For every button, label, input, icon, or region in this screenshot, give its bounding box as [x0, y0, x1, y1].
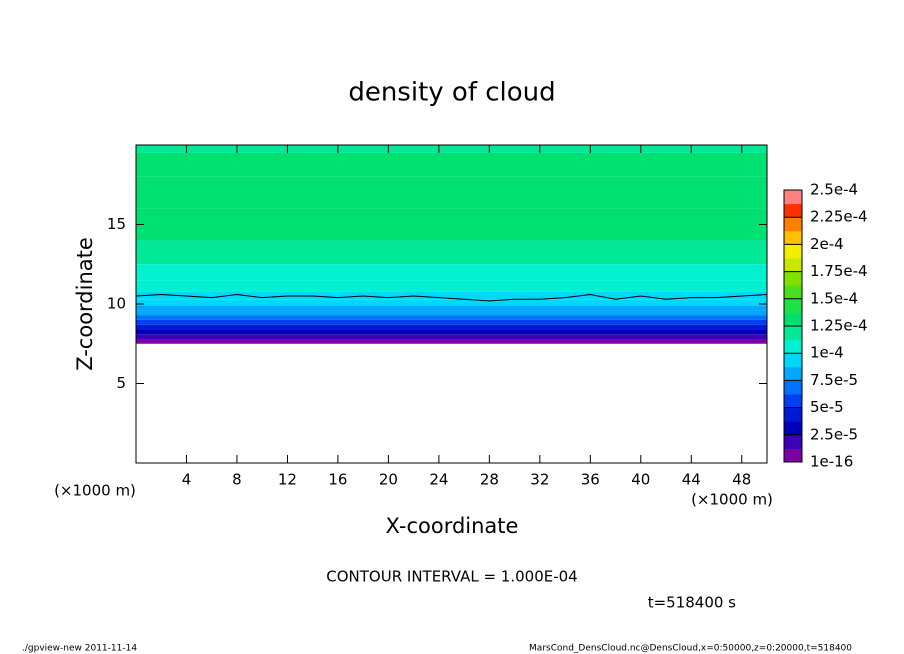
x-tick-label: 16 — [328, 471, 347, 489]
overlay: 4 8 12 16 20 24 28 32 36 40 44 48510151e-162.5e-55e… — [107, 144, 868, 489]
colorbar-label: 1e-4 — [810, 344, 844, 362]
colorbar-label: 1.5e-4 — [810, 289, 858, 307]
field-band — [136, 264, 767, 281]
field-band — [136, 334, 767, 339]
footer-right: MarsCond_DensCloud.nc@DensCloud,x=0:5000… — [529, 644, 852, 654]
colorbar-label: 5e-5 — [810, 398, 844, 416]
colorbar-cell — [783, 203, 803, 218]
annotation: CONTOUR INTERVAL = 1.000E-04 — [326, 568, 577, 586]
x-tick-label: 20 — [379, 471, 398, 489]
y-units: (×1000 m) — [54, 482, 136, 500]
colorbar-cell — [783, 257, 803, 273]
x-tick-label: 12 — [278, 471, 297, 489]
field-band — [136, 176, 767, 209]
x-tick-label: 48 — [732, 471, 751, 489]
x-tick-label: 4 — [182, 471, 192, 489]
field-band — [136, 152, 767, 177]
colorbar-cell — [783, 216, 803, 232]
colorbar-cell — [783, 271, 803, 286]
field-band — [136, 319, 767, 325]
colorbar-cell — [783, 352, 803, 368]
colorbar-label: 2e-4 — [810, 235, 844, 253]
contour-line — [135, 293, 768, 302]
x-tick-label: 24 — [429, 471, 448, 489]
x-tick-label: 36 — [581, 471, 600, 489]
colorbar-cell — [783, 447, 803, 463]
footer-left: ./gpview-new 2011-11-14 — [22, 644, 137, 654]
colorbar-cell — [783, 339, 803, 354]
field-band — [136, 280, 767, 292]
colorbar-cell — [783, 379, 803, 395]
x-tick-label: 28 — [480, 471, 499, 489]
field-band — [136, 291, 767, 300]
field-band — [136, 315, 767, 320]
colorbar-cell — [783, 189, 803, 205]
colorbar-label: 1.75e-4 — [810, 262, 868, 280]
y-tick-label: 5 — [116, 374, 126, 392]
colorbar-cell — [783, 407, 803, 422]
field-band — [136, 310, 767, 316]
colorbar-cell — [783, 311, 803, 327]
x-tick-label: 44 — [682, 471, 701, 489]
colorbar-cell — [783, 366, 803, 381]
field — [136, 145, 767, 344]
colorbar-label: 1.25e-4 — [810, 317, 868, 335]
colorbar-cell — [783, 284, 803, 300]
x-units: (×1000 m) — [691, 491, 773, 509]
time-label: t=518400 s — [648, 594, 736, 612]
field-band — [136, 305, 767, 311]
field-band — [136, 324, 767, 330]
y-tick-label: 15 — [107, 215, 126, 233]
colorbar-label: 2.5e-4 — [810, 181, 858, 199]
chart-title: density of cloud — [348, 78, 555, 108]
colorbar-cell — [783, 298, 803, 313]
field-band — [136, 208, 767, 241]
colorbar-cell — [783, 230, 803, 245]
colorbar-cell — [783, 420, 803, 436]
x-tick-label: 40 — [631, 471, 650, 489]
field-band — [136, 299, 767, 306]
field-band — [136, 240, 767, 265]
y-axis-label: Z-coordinate — [73, 237, 97, 371]
colorbar-cell — [783, 393, 803, 409]
colorbar-label: 2.25e-4 — [810, 208, 868, 226]
field-band — [136, 329, 767, 335]
colorbar-cell — [783, 434, 803, 449]
field-band — [136, 338, 767, 344]
colorbar-cell — [783, 325, 803, 341]
y-tick-label: 10 — [107, 295, 126, 313]
x-tick-label: 8 — [232, 471, 242, 489]
colorbar-label: 1e-16 — [810, 453, 853, 471]
x-tick-label: 32 — [530, 471, 549, 489]
field-band — [136, 145, 767, 153]
colorbar-label: 2.5e-5 — [810, 425, 858, 443]
x-axis-label: X-coordinate — [386, 514, 519, 538]
colorbar-cell — [783, 243, 803, 259]
colorbar-label: 7.5e-5 — [810, 371, 858, 389]
colorbar-frame — [783, 189, 803, 463]
